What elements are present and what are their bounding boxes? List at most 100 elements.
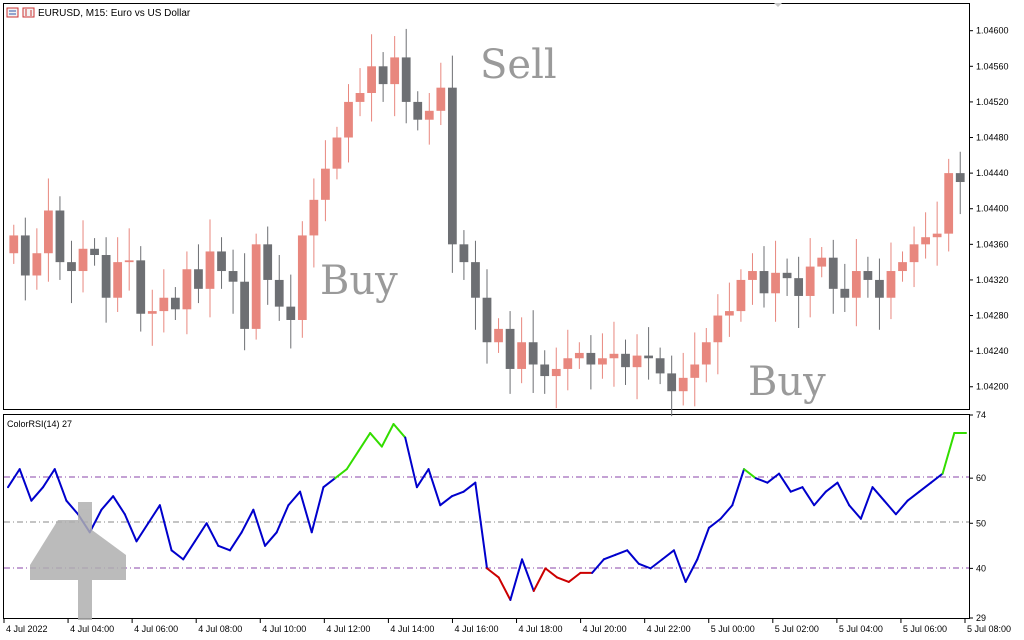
time-axis-label: 4 Jul 14:00 xyxy=(390,624,434,634)
rsi-segment xyxy=(404,436,418,489)
rsi-segment xyxy=(65,499,80,516)
price-axis-label: 1.04200 xyxy=(976,382,1009,392)
candle-body xyxy=(505,328,515,369)
candlestick-icon[interactable] xyxy=(22,7,35,18)
rsi-segment xyxy=(614,549,629,556)
candle-body xyxy=(817,257,827,267)
rsi-segment xyxy=(497,576,512,601)
rsi-segment xyxy=(906,490,921,502)
rsi-segment xyxy=(310,486,325,534)
candle-body xyxy=(390,57,400,85)
candle-body xyxy=(886,271,896,298)
rsi-segment xyxy=(883,499,897,516)
rsi-segment xyxy=(801,486,816,507)
candle-body xyxy=(690,364,700,378)
candle-body xyxy=(251,244,261,329)
candle-body xyxy=(863,271,873,280)
rsi-segment xyxy=(170,549,185,561)
time-axis[interactable]: 4 Jul 2022 4 Jul 04:00 4 Jul 06:00 4 Jul 08… xyxy=(3,619,1011,634)
rsi-segment xyxy=(754,477,769,484)
candle-body xyxy=(898,262,907,272)
rsi-segment xyxy=(42,468,56,489)
rsi-segment xyxy=(287,490,302,507)
price-axis[interactable]: 1.04600 1.04560 1.04520 1.04480 1.04440 1.044… xyxy=(969,26,1009,392)
rsi-segment xyxy=(380,423,395,448)
candle-body xyxy=(759,271,769,294)
rsi-segment xyxy=(859,486,874,520)
price-axis-label: 1.04440 xyxy=(976,168,1009,178)
rsi-segment xyxy=(345,450,360,471)
candle-body xyxy=(528,342,538,365)
indicator-panel[interactable] xyxy=(3,414,970,619)
scroll-marker-icon[interactable] xyxy=(774,3,782,7)
rsi-segment xyxy=(193,522,208,543)
candle-body xyxy=(263,244,273,280)
candle-body xyxy=(205,251,215,289)
price-axis-label: 1.04400 xyxy=(976,204,1009,214)
candle-body xyxy=(459,244,469,263)
candle-body xyxy=(875,279,884,298)
candle-body xyxy=(401,57,411,102)
rsi-segment xyxy=(264,531,278,547)
rsi-segment xyxy=(918,481,932,493)
rsi-segment xyxy=(322,477,337,489)
rsi-segment xyxy=(509,558,524,601)
candle-body xyxy=(955,173,965,183)
rsi-segment xyxy=(357,432,372,453)
price-axis-label: 1.04520 xyxy=(976,97,1009,107)
rsi-segment xyxy=(100,495,115,511)
time-axis-label: 5 Jul 08:00 xyxy=(967,624,1011,634)
candle-body xyxy=(921,237,930,245)
time-axis-label: 4 Jul 20:00 xyxy=(583,624,627,634)
chart-title: EURUSD, M15: Euro vs US Dollar xyxy=(38,8,191,19)
time-axis-label: 4 Jul 10:00 xyxy=(262,624,306,634)
rsi-segment xyxy=(602,553,617,561)
candle-body xyxy=(563,358,573,369)
candle-body xyxy=(551,368,561,377)
time-axis-label: 4 Jul 18:00 xyxy=(519,624,563,634)
rsi-segment xyxy=(778,472,792,493)
rsi-segment xyxy=(789,486,804,493)
rsi-segment xyxy=(591,558,605,574)
rsi-segment xyxy=(217,544,231,552)
candle-body xyxy=(944,173,954,234)
rsi-axis[interactable]: 74 60 50 40 29 xyxy=(969,410,986,623)
rsi-segment xyxy=(637,562,652,570)
rsi-segment xyxy=(369,432,383,448)
price-axis-label: 1.04600 xyxy=(976,26,1009,36)
candle-body xyxy=(598,358,607,365)
candle-body xyxy=(321,168,330,200)
time-axis-label: 4 Jul 2022 xyxy=(6,624,48,634)
rsi-segment xyxy=(182,540,196,561)
rsi-segment xyxy=(486,567,500,579)
rsi-segment xyxy=(649,558,664,570)
candle-body xyxy=(655,358,665,374)
candle-body xyxy=(471,262,480,298)
time-axis-label: 4 Jul 22:00 xyxy=(647,624,691,634)
chart-window-icon[interactable] xyxy=(6,7,19,18)
candle-body xyxy=(367,66,376,94)
rsi-segment xyxy=(450,490,465,498)
candle-body xyxy=(667,373,677,392)
watermark-logo xyxy=(30,502,126,620)
rsi-segment xyxy=(299,490,313,534)
price-axis-label: 1.04280 xyxy=(976,311,1009,321)
candle-body xyxy=(932,233,942,238)
candle-body xyxy=(494,328,503,343)
time-axis-label: 4 Jul 12:00 xyxy=(326,624,370,634)
candle-body xyxy=(182,269,192,310)
candle-body xyxy=(170,297,180,310)
candle-body xyxy=(678,377,688,392)
candle-body xyxy=(748,271,757,280)
rsi-segment xyxy=(123,513,138,543)
rsi-segment xyxy=(439,495,453,507)
time-axis-label: 4 Jul 08:00 xyxy=(198,624,242,634)
rsi-segment xyxy=(474,481,488,570)
time-axis-label: 4 Jul 04:00 xyxy=(70,624,114,634)
candle-body xyxy=(482,297,492,343)
rsi-segment xyxy=(941,432,956,475)
candle-body xyxy=(228,271,238,282)
candle-body xyxy=(9,235,19,254)
buy-annotation-2: Buy xyxy=(748,359,826,405)
